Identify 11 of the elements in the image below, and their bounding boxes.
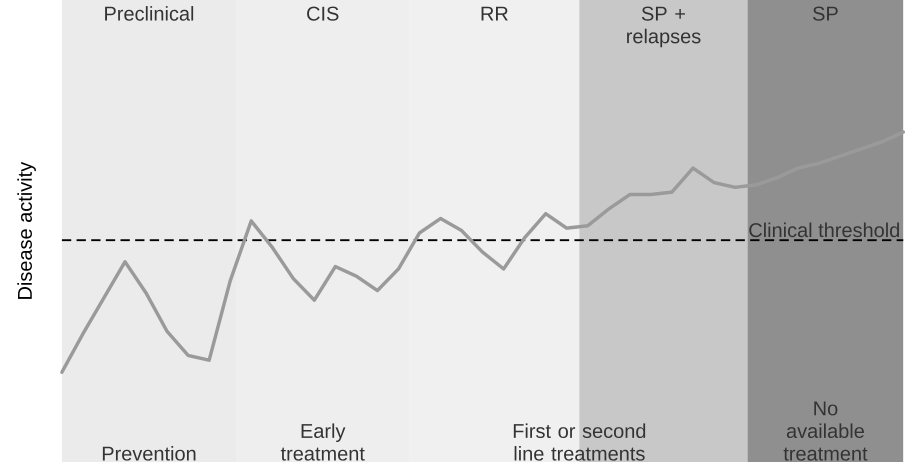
y-axis-title: Disease activity: [17, 162, 36, 299]
text: Preclinical: [105, 6, 194, 21]
text: Early treatment: [280, 423, 365, 461]
text: First or second line treatments: [514, 423, 646, 461]
text: No available treatment: [784, 401, 868, 461]
text: SP: [813, 6, 838, 21]
text: Prevention: [102, 446, 196, 461]
ref-line-label: Clinical threshold: [749, 222, 900, 238]
text: CIS: [307, 6, 338, 21]
text: RR: [482, 6, 508, 20]
text: SP + relapses: [627, 6, 700, 48]
